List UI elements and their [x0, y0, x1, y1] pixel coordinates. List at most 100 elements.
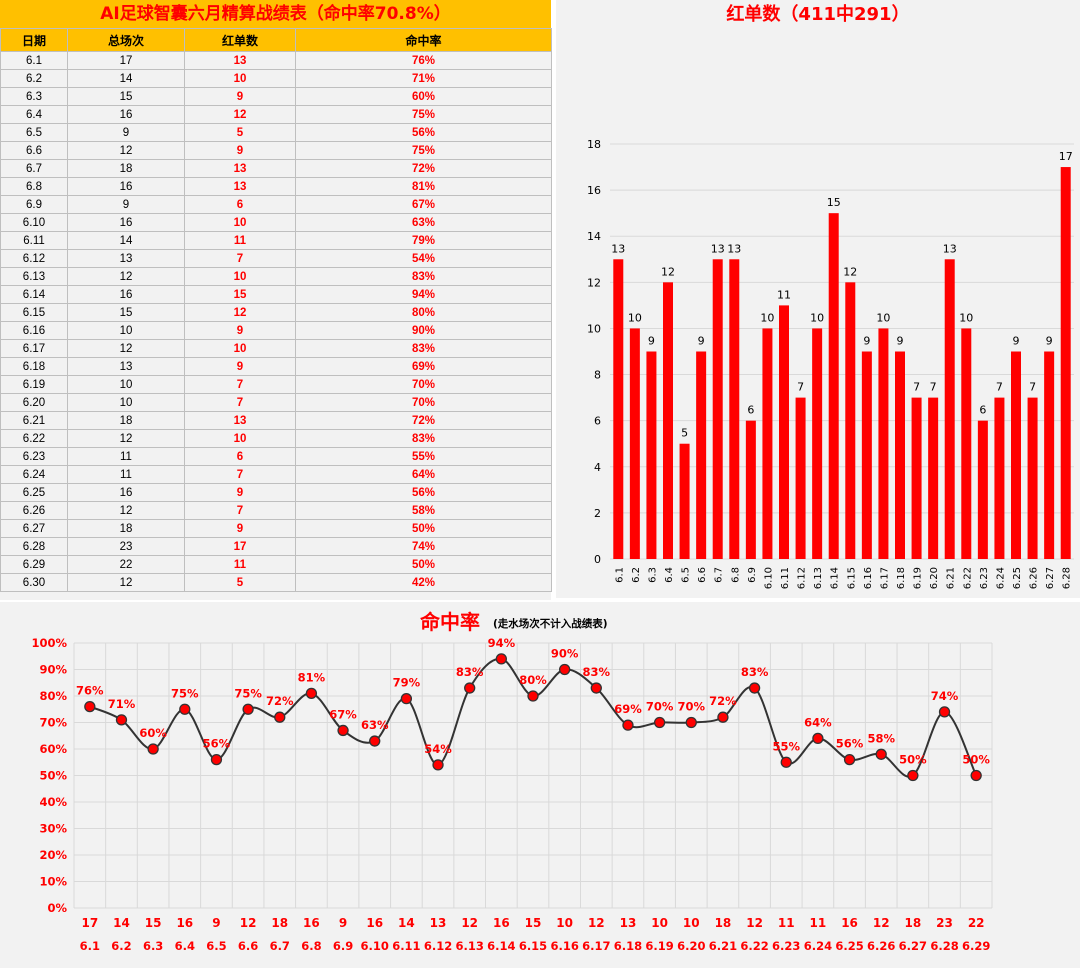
cell-red: 9 [184, 483, 296, 502]
x-tick-label: 6.16 [550, 939, 578, 953]
bar [861, 351, 872, 559]
cell-rate: 67% [295, 195, 552, 214]
x-total-label: 13 [620, 916, 637, 930]
table-header-row: 日期 总场次 红单数 命中率 [0, 28, 552, 52]
y-tick-label: 6 [594, 415, 601, 428]
bar [646, 351, 657, 559]
cell-rate: 60% [295, 87, 552, 106]
data-label: 58% [867, 731, 895, 745]
cell-rate: 50% [295, 519, 552, 538]
x-tick-label: 6.6 [697, 567, 708, 583]
x-tick-label: 6.28 [930, 939, 958, 953]
data-point [748, 682, 761, 694]
x-tick-label: 6.11 [780, 567, 791, 589]
x-tick-label: 6.2 [631, 567, 642, 583]
x-tick-label: 6.25 [1012, 567, 1023, 589]
data-label: 74% [931, 689, 959, 703]
y-tick-label: 14 [587, 230, 601, 243]
data-label: 63% [361, 718, 389, 732]
bar-value-label: 10 [876, 311, 890, 324]
x-tick-label: 6.1 [614, 567, 625, 583]
data-point [210, 753, 223, 766]
x-tick-label: 6.8 [301, 939, 321, 953]
x-total-label: 11 [778, 916, 795, 930]
table-row: 6.4 16 12 75% [0, 105, 552, 124]
cell-date: 6.14 [0, 285, 68, 304]
bar-value-label: 7 [996, 381, 1003, 394]
cell-rate: 90% [295, 321, 552, 340]
cell-red: 13 [184, 51, 296, 70]
table-row: 6.30 12 5 42% [0, 573, 552, 592]
cell-red: 10 [184, 267, 296, 286]
cell-date: 6.17 [0, 339, 68, 358]
table-row: 6.25 16 9 56% [0, 483, 552, 502]
data-label: 83% [583, 665, 611, 679]
y-tick-label: 10% [39, 875, 67, 889]
bar-value-label: 7 [1029, 381, 1036, 394]
bar-value-label: 9 [1046, 335, 1053, 348]
cell-total: 10 [67, 375, 185, 394]
data-point [84, 700, 96, 713]
table-row: 6.9 9 6 67% [0, 195, 552, 214]
cell-red: 9 [184, 519, 296, 538]
data-label: 81% [298, 670, 326, 684]
bar [1060, 167, 1071, 560]
cell-rate: 55% [295, 447, 552, 466]
data-point [369, 735, 381, 747]
x-tick-label: 6.24 [995, 567, 1006, 589]
cell-date: 6.5 [0, 123, 68, 142]
bar [696, 351, 707, 559]
cell-rate: 56% [295, 483, 552, 502]
table-row: 6.17 12 10 83% [0, 339, 552, 358]
bar [663, 282, 673, 559]
data-point [717, 711, 729, 723]
cell-total: 16 [67, 177, 185, 196]
bar-value-label: 10 [628, 311, 642, 324]
y-tick-label: 0% [47, 901, 67, 915]
cell-date: 6.9 [0, 195, 68, 214]
x-total-label: 9 [339, 916, 347, 930]
bar-value-label: 9 [1013, 335, 1020, 348]
cell-rate: 63% [295, 213, 552, 232]
table-row: 6.5 9 5 56% [0, 123, 552, 142]
cell-total: 9 [67, 123, 185, 142]
cell-date: 6.28 [0, 537, 68, 556]
cell-date: 6.20 [0, 393, 68, 412]
cell-red: 10 [184, 339, 296, 358]
table-row: 6.18 13 9 69% [0, 357, 552, 376]
table-row: 6.29 22 11 50% [0, 555, 552, 574]
x-total-label: 12 [873, 916, 890, 930]
x-total-label: 18 [905, 916, 922, 930]
data-point [780, 756, 792, 768]
x-tick-label: 6.16 [863, 567, 874, 589]
table-row: 6.1 17 13 76% [0, 51, 552, 70]
bar-value-label: 9 [648, 335, 655, 348]
bar [762, 328, 773, 559]
bar [795, 397, 806, 559]
data-label: 56% [203, 737, 231, 751]
bar [812, 328, 823, 559]
table-row: 6.11 14 11 79% [0, 231, 552, 250]
bar [712, 259, 723, 559]
x-tick-label: 6.13 [813, 567, 824, 589]
cell-total: 13 [67, 249, 185, 268]
x-tick-label: 6.9 [747, 567, 758, 583]
data-point [559, 663, 571, 676]
cell-date: 6.16 [0, 321, 68, 340]
cell-rate: 81% [295, 177, 552, 196]
cell-red: 12 [184, 105, 296, 124]
x-total-label: 10 [556, 916, 573, 930]
bar-value-label: 13 [711, 242, 725, 255]
cell-red: 10 [184, 429, 296, 448]
cell-date: 6.8 [0, 177, 68, 196]
cell-rate: 75% [295, 141, 552, 160]
x-tick-label: 6.28 [1062, 567, 1073, 589]
x-tick-label: 6.5 [681, 567, 692, 583]
cell-total: 18 [67, 411, 185, 430]
y-tick-label: 100% [31, 636, 67, 650]
cell-total: 14 [67, 231, 185, 250]
data-point [527, 690, 539, 702]
data-label: 67% [329, 707, 357, 721]
cell-date: 6.21 [0, 411, 68, 430]
cell-total: 13 [67, 357, 185, 376]
